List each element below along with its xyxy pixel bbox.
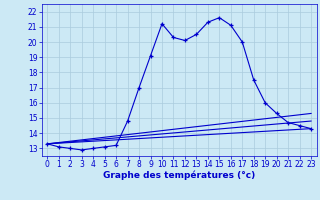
X-axis label: Graphe des températures (°c): Graphe des températures (°c) xyxy=(103,171,255,180)
